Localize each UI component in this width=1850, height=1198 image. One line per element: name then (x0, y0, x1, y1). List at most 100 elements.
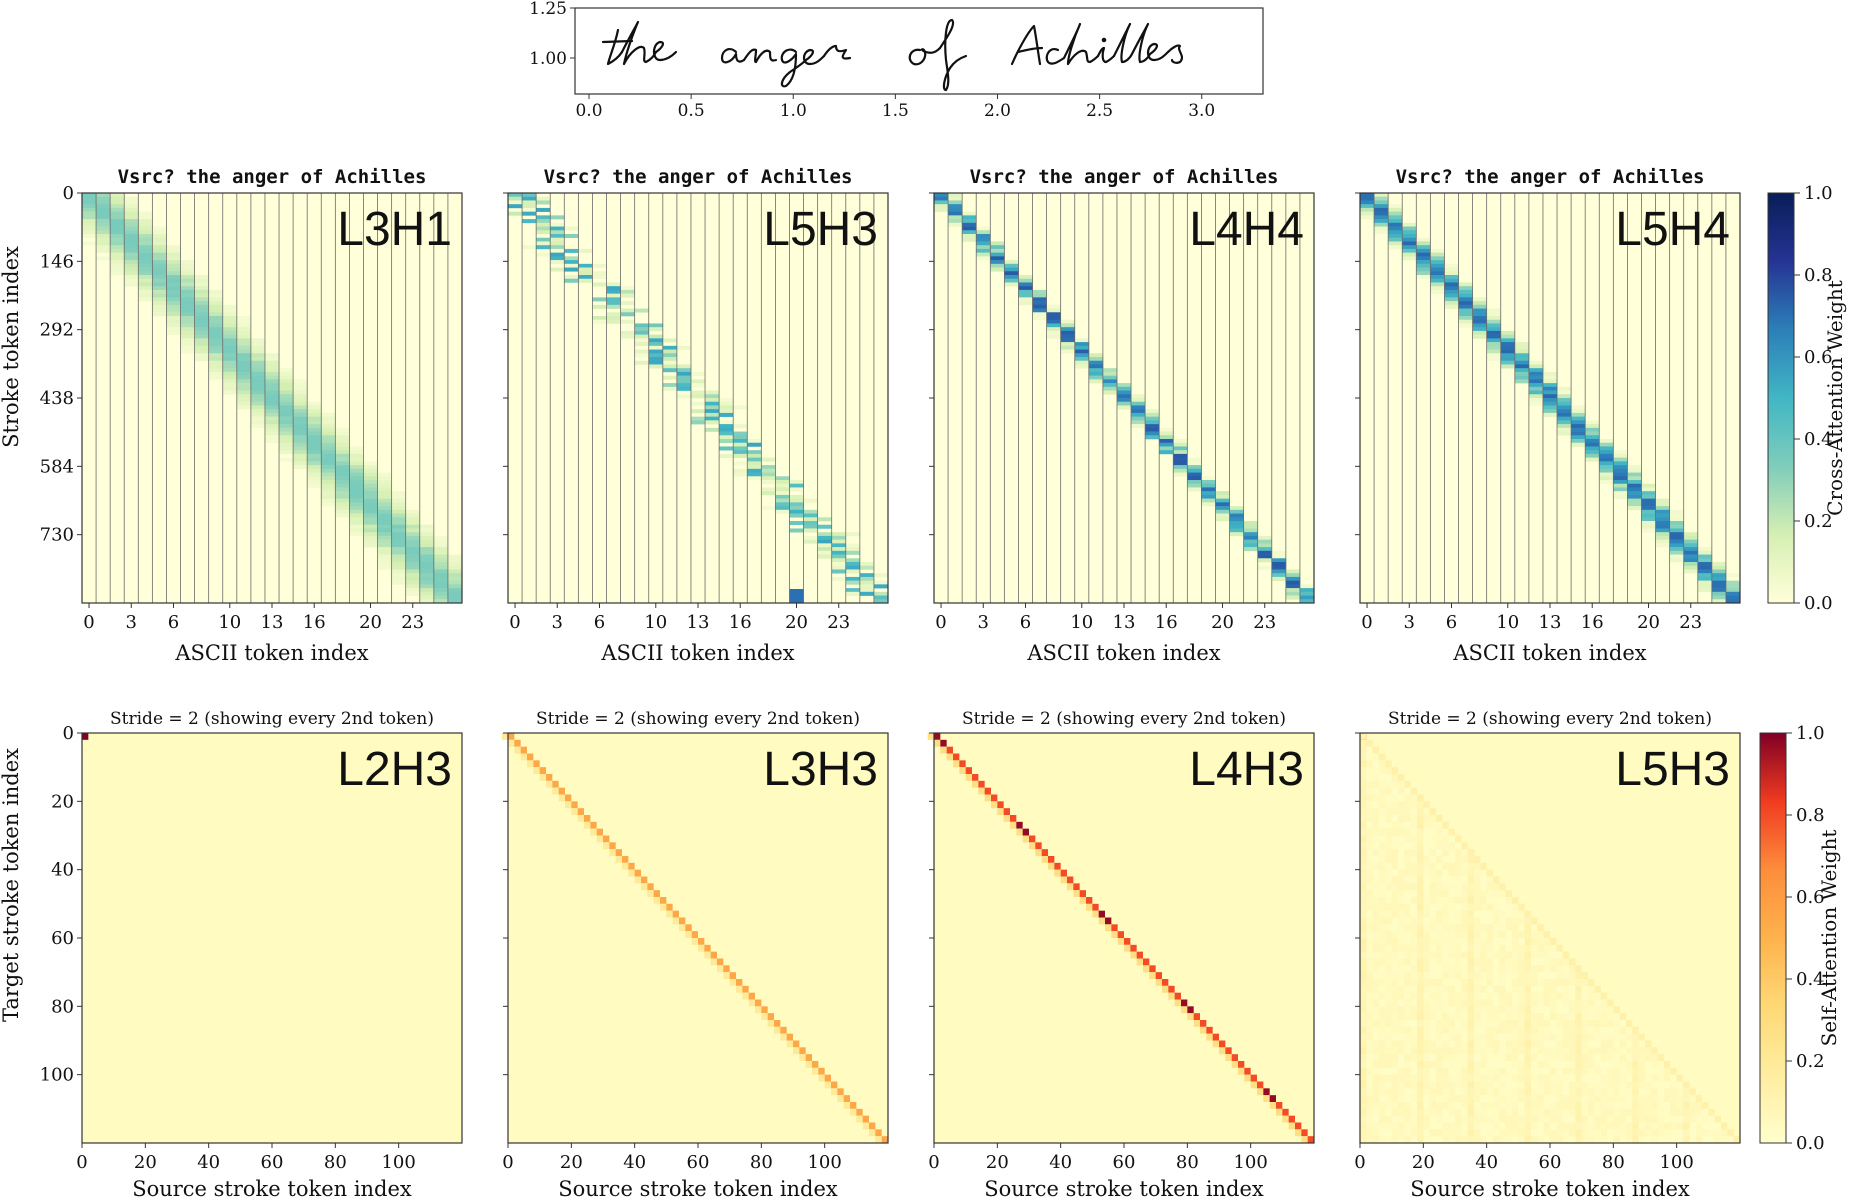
self-attention-cell (1360, 992, 1367, 1000)
cross-attention-cell (676, 379, 692, 384)
cross-attention-cell (180, 349, 195, 354)
self-x-tick-label: 20 (560, 1152, 583, 1173)
self-attention-offdiag-cell (1238, 1067, 1245, 1075)
hw-y-tick-label: 1.25 (529, 0, 567, 19)
cross-attention-cell (775, 509, 790, 514)
self-attention-cell (1638, 1095, 1646, 1103)
self-attention-cell (1474, 992, 1481, 1000)
self-attention-cell (1588, 1040, 1595, 1048)
self-attention-cell (1556, 1129, 1563, 1137)
self-attention-cell (1474, 1088, 1481, 1096)
self-attention-offdiag-cell (1193, 1020, 1200, 1027)
self-attention-diagonal-cell (1060, 869, 1067, 877)
cross-attention-cell (1571, 420, 1586, 425)
cross-attention-cell (335, 498, 350, 503)
cross-attention-cell (236, 345, 252, 350)
self-attention-diagonal-cell (717, 958, 724, 966)
self-attention-offdiag-cell (793, 1047, 800, 1055)
cross-attention-cell (222, 368, 238, 373)
self-attention-cell (1562, 1061, 1570, 1069)
self-attention-cell (1683, 1129, 1690, 1137)
self-attention-cell (1467, 1095, 1475, 1103)
cross-attention-cell (1229, 517, 1244, 522)
self-attention-cell (1480, 1088, 1487, 1096)
self-attention-cell (1385, 931, 1392, 939)
self-attention-cell (1379, 951, 1386, 959)
self-attention-cell (1436, 897, 1443, 905)
cross-attention-cell (82, 222, 97, 227)
cross-attention-cell (1430, 267, 1445, 272)
cross-attention-cell (1374, 196, 1389, 201)
cross-x-tick-label: 23 (827, 612, 850, 633)
self-attention-cell (1442, 1006, 1449, 1014)
self-attention-diagonal-cell (1022, 828, 1029, 836)
self-attention-cell (1360, 739, 1367, 747)
cross-attention-cell (307, 401, 322, 406)
self-attention-cell (1385, 787, 1392, 795)
self-attention-cell (1372, 931, 1380, 939)
self-attention-cell (1562, 1067, 1570, 1075)
cross-attention-cell (1131, 405, 1146, 410)
self-attention-cell (1607, 1067, 1614, 1075)
self-attention-cell (1455, 1047, 1462, 1055)
self-attention-cell (1372, 835, 1380, 843)
self-attention-offdiag-cell (609, 849, 616, 856)
self-attention-cell (1385, 903, 1392, 911)
self-attention-cell (1480, 1115, 1487, 1123)
self-attention-cell (1410, 1088, 1418, 1096)
self-attention-cell (1486, 938, 1494, 946)
self-attention-diagonal-cell (1105, 917, 1112, 925)
cross-attention-cell (293, 424, 308, 429)
self-attention-cell (1423, 924, 1430, 932)
cross-attention-cell (208, 297, 224, 302)
self-x-tick-label: 60 (1539, 1152, 1562, 1173)
self-attention-cell (1379, 1074, 1386, 1082)
self-attention-cell (1505, 951, 1513, 959)
cross-attention-cell (948, 204, 963, 209)
self-attention-cell (1360, 1129, 1367, 1137)
self-attention-cell (1455, 972, 1462, 980)
self-attention-cell (1366, 965, 1373, 973)
cross-attention-cell (208, 327, 224, 332)
self-attention-cell (1588, 999, 1595, 1007)
cross-attention-cell (845, 562, 861, 567)
self-attention-cell (1537, 1033, 1544, 1041)
cross-attention-cell (1641, 509, 1656, 514)
cross-attention-cell (377, 513, 392, 518)
self-attention-cell (1372, 910, 1380, 918)
self-attention-cell (1360, 1088, 1367, 1096)
self-attention-cell (1391, 1061, 1399, 1069)
cross-attention-cell (264, 360, 280, 365)
self-attention-cell (1366, 856, 1373, 864)
cross-attention-cell (166, 267, 181, 272)
self-attention-cell (1524, 1081, 1532, 1089)
self-attention-cell (1404, 1074, 1411, 1082)
self-attention-cell (1366, 753, 1373, 761)
self-attention-cell (1391, 999, 1399, 1007)
cross-attention-cell (1444, 282, 1459, 287)
self-attention-cell (1664, 1122, 1671, 1130)
self-attention-cell (1670, 1108, 1677, 1116)
cross-attention-cell (1046, 319, 1061, 324)
self-attention-cell (1670, 1129, 1677, 1137)
self-attention-cell (1607, 1040, 1614, 1048)
self-attention-cell (1467, 903, 1475, 911)
self-attention-cell (1455, 1108, 1462, 1116)
self-attention-diagonal-cell (1282, 1108, 1289, 1116)
cross-attention-cell (1557, 424, 1572, 429)
self-attention-cell (1442, 958, 1449, 966)
self-attention-cell (1404, 972, 1411, 980)
cross-attention-cell (1430, 286, 1445, 291)
self-attention-cell (1461, 1129, 1468, 1137)
self-attention-cell (1442, 862, 1449, 870)
cross-attention-cell (405, 521, 421, 526)
self-attention-cell (1429, 842, 1437, 850)
self-attention-cell (1404, 1108, 1411, 1116)
self-attention-cell (1550, 1102, 1557, 1110)
self-attention-cell (1404, 849, 1411, 857)
cross-attention-cell (1585, 435, 1600, 440)
cross-attention-cell (1472, 301, 1487, 306)
cross-attention-cell (1243, 532, 1259, 537)
self-attention-cell (1366, 917, 1373, 925)
self-attention-cell (1531, 979, 1538, 987)
